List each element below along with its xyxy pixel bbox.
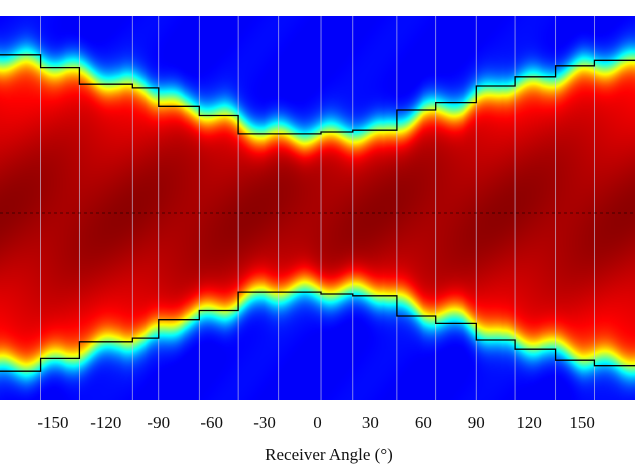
x-tick-label: -90 bbox=[147, 413, 170, 432]
x-tick-label: 120 bbox=[516, 413, 542, 432]
heatmap-image bbox=[0, 16, 635, 400]
x-tick-label: -60 bbox=[200, 413, 223, 432]
x-tick-label: 90 bbox=[468, 413, 485, 432]
x-axis-ticks: -150 -120 -90 -60 -30 0 30 60 90 120 150 bbox=[37, 413, 595, 432]
plot-area bbox=[0, 16, 635, 400]
envelope-lower bbox=[0, 291, 635, 372]
envelope-upper bbox=[0, 54, 635, 135]
x-tick-label: 0 bbox=[313, 413, 322, 432]
x-tick-label: -150 bbox=[37, 413, 68, 432]
x-axis-label: Receiver Angle (°) bbox=[265, 445, 393, 464]
x-tick-label: 150 bbox=[569, 413, 595, 432]
x-tick-label: 30 bbox=[362, 413, 379, 432]
x-tick-label: -120 bbox=[90, 413, 121, 432]
x-tick-label: -30 bbox=[253, 413, 276, 432]
x-tick-label: 60 bbox=[415, 413, 432, 432]
